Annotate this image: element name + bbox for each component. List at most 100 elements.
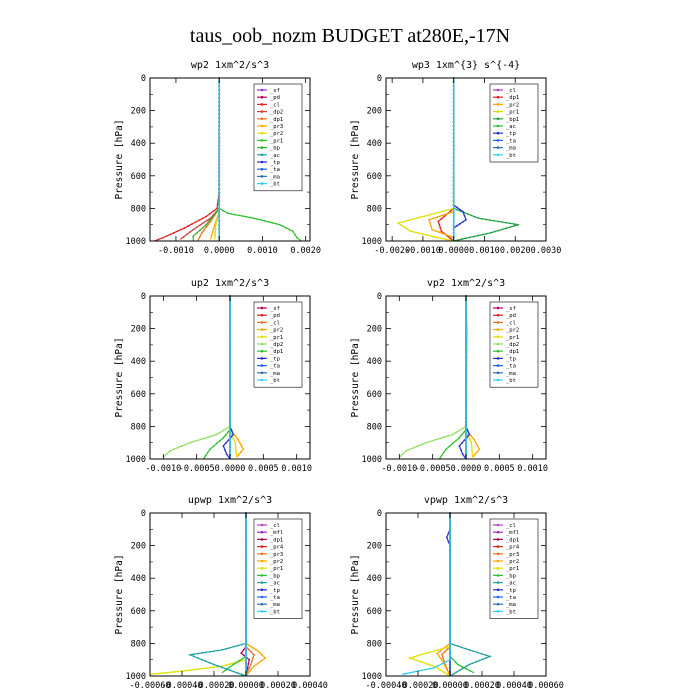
series-marker	[465, 326, 467, 329]
series-marker	[455, 431, 457, 434]
series-marker	[445, 660, 447, 663]
series-marker	[250, 668, 253, 671]
series-marker	[452, 148, 455, 151]
series-marker	[452, 176, 455, 179]
series-marker	[218, 96, 221, 99]
series-marker	[209, 662, 211, 664]
series-marker	[458, 208, 461, 211]
series-marker	[222, 436, 225, 439]
series-marker	[468, 437, 471, 440]
series-marker	[438, 223, 441, 226]
series-marker	[291, 230, 294, 233]
series-marker	[218, 224, 221, 226]
series-marker	[218, 188, 221, 191]
y-tick-label: 1000	[126, 672, 146, 682]
series-marker	[452, 196, 455, 199]
series-marker	[485, 232, 488, 235]
series-marker	[229, 430, 231, 433]
series-marker	[452, 172, 455, 175]
series-marker	[421, 661, 423, 664]
series-marker	[481, 217, 484, 220]
series-marker	[463, 214, 466, 217]
y-tick-label: 600	[131, 607, 146, 617]
legend-label: _cl	[270, 320, 280, 326]
series-marker	[218, 180, 221, 183]
series-marker	[198, 236, 201, 238]
series-marker	[245, 591, 247, 594]
series-marker	[469, 236, 472, 239]
legend-label: _ta	[270, 595, 280, 601]
chart-panel: wp3 1xm^{3} s^{-4} Pressure [hPa] 0 200 400 6…	[350, 60, 561, 256]
series-marker	[429, 651, 431, 653]
series-marker	[240, 451, 243, 453]
series-marker	[465, 350, 467, 353]
legend-marker	[260, 574, 264, 577]
series-marker	[197, 657, 199, 659]
series-marker	[465, 346, 467, 349]
series-marker	[465, 414, 467, 417]
legend-label: _bt	[506, 378, 516, 384]
legend-marker	[260, 328, 264, 331]
series-marker	[229, 314, 231, 317]
series-marker	[464, 647, 467, 650]
series-marker	[460, 442, 463, 445]
legend-label: _pr2	[270, 131, 283, 137]
series-marker	[218, 89, 221, 91]
series-marker	[449, 235, 452, 238]
series-marker	[473, 235, 476, 238]
series-marker	[412, 218, 414, 221]
series-marker	[449, 583, 451, 586]
series-marker	[466, 429, 469, 432]
series-marker	[465, 450, 467, 452]
series-line	[245, 513, 255, 677]
series-marker	[229, 370, 231, 373]
series-marker	[250, 660, 253, 663]
series-marker	[224, 434, 227, 436]
series-marker	[452, 96, 455, 99]
series-marker	[441, 647, 443, 650]
series-marker	[452, 108, 455, 111]
series-marker	[485, 218, 488, 221]
series-marker	[452, 228, 455, 230]
series-marker	[229, 426, 231, 429]
series-marker	[465, 330, 467, 333]
series-marker	[465, 366, 467, 369]
legend-marker	[260, 321, 264, 324]
legend-label: _pr3	[506, 552, 519, 558]
series-marker	[481, 233, 484, 236]
series-marker	[445, 673, 448, 675]
series-marker	[194, 221, 197, 224]
legend-label: _pr3	[270, 124, 283, 130]
series-marker	[197, 668, 199, 671]
series-marker	[452, 144, 455, 147]
series-marker	[452, 156, 455, 159]
legend-label: _pr1	[270, 335, 283, 341]
series-marker	[433, 235, 436, 238]
legend-label: _bt	[506, 153, 516, 159]
legend-marker	[496, 95, 500, 99]
series-marker	[449, 555, 451, 558]
legend-marker	[260, 153, 264, 157]
series-marker	[169, 449, 171, 452]
series-line	[401, 513, 451, 675]
series-marker	[449, 642, 451, 645]
series-marker	[409, 230, 412, 233]
y-tick-label: 600	[131, 390, 146, 400]
series-marker	[455, 225, 458, 227]
legend-marker	[260, 88, 264, 92]
series-marker	[218, 152, 221, 155]
series-marker	[417, 659, 419, 662]
series-marker	[218, 128, 221, 131]
y-tick-label: 800	[131, 422, 146, 432]
series-marker	[449, 523, 451, 526]
y-tick-label: 400	[131, 357, 146, 367]
series-marker	[221, 649, 223, 651]
series-marker	[242, 649, 245, 651]
legend-label: _ma	[506, 371, 516, 377]
series-marker	[213, 214, 215, 216]
series-marker	[218, 172, 221, 175]
panel-title: upwp 1xm^2/s^3	[188, 495, 272, 506]
legend-marker	[496, 595, 500, 599]
series-marker	[245, 524, 247, 526]
series-marker	[250, 651, 253, 653]
